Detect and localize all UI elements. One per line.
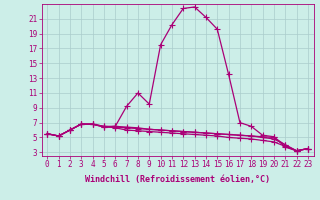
X-axis label: Windchill (Refroidissement éolien,°C): Windchill (Refroidissement éolien,°C)	[85, 175, 270, 184]
